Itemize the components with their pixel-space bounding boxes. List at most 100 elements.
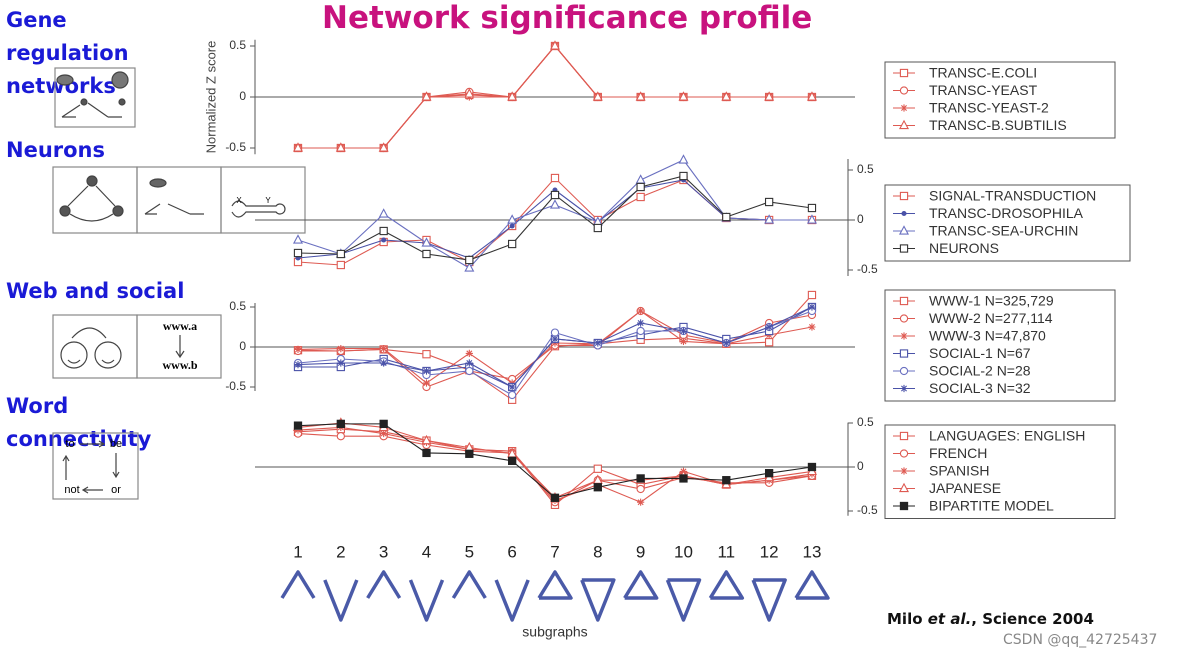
x-tick-label: 2: [336, 542, 345, 561]
subgraph-glyph: [794, 570, 830, 600]
marker: [507, 214, 518, 224]
marker: [294, 361, 302, 369]
y-tick-label: 0.5: [229, 299, 246, 313]
marker: [335, 142, 346, 152]
marker: [507, 456, 517, 465]
legend-marker: [899, 244, 909, 253]
section-heading: Word connectivity: [6, 394, 152, 451]
marker: [507, 239, 517, 249]
legend-label: TRANSC-SEA-URCHIN: [929, 223, 1078, 239]
legend-marker: [899, 349, 909, 358]
x-tick-label: 7: [550, 542, 559, 561]
legend-box: [884, 424, 1116, 519]
y-tick-label: -0.5: [225, 140, 246, 154]
marker: [549, 199, 560, 209]
marker: [337, 345, 345, 353]
marker: [381, 237, 387, 243]
marker: [550, 190, 560, 200]
x-tick-label: 5: [465, 542, 474, 561]
marker: [464, 88, 475, 98]
legend-marker: [899, 68, 909, 78]
subgraph-glyph: [323, 579, 359, 622]
subgraph-glyph: [537, 570, 573, 600]
subgraph-glyph: [580, 578, 616, 622]
legend-label: SOCIAL-2 N=28: [929, 363, 1031, 379]
legend-marker: [899, 191, 909, 201]
series-line: [297, 433, 813, 503]
icon-neurons: [52, 166, 306, 234]
y-axis-label: Normalized Z score: [203, 41, 218, 154]
marker: [422, 249, 431, 259]
marker: [549, 40, 560, 50]
marker: [807, 203, 817, 213]
marker: [721, 91, 732, 101]
marker: [293, 248, 303, 258]
marker: [465, 366, 474, 376]
watermark: CSDN @qq_42725437: [1003, 632, 1158, 648]
marker: [421, 91, 432, 101]
legend-marker: [900, 332, 908, 340]
marker: [421, 434, 432, 445]
marker: [592, 91, 603, 101]
legend-label: TRANSC-YEAST: [929, 82, 1038, 98]
marker: [292, 142, 304, 152]
legend-box: [884, 61, 1116, 139]
legend-marker: [898, 482, 910, 493]
marker: [422, 448, 431, 458]
legend-box: [884, 289, 1116, 402]
marker: [508, 383, 516, 391]
legend-label: JAPANESE: [929, 480, 1001, 496]
marker: [807, 290, 817, 300]
x-axis-label: subgraphs: [522, 624, 587, 640]
legend-marker: [899, 296, 909, 306]
y-tick-label: 0: [857, 459, 864, 473]
legend-label: SIGNAL-TRANSDUCTION: [929, 188, 1096, 204]
citation-etal: et al.: [927, 610, 972, 628]
marker: [380, 429, 388, 438]
marker: [679, 171, 688, 181]
marker: [722, 476, 731, 485]
series-line: [297, 426, 813, 503]
x-tick-label: 4: [422, 542, 431, 561]
citation: Milo et al., Science 2004: [887, 610, 1094, 628]
marker: [594, 339, 602, 347]
marker: [293, 421, 303, 430]
marker: [508, 390, 517, 400]
x-tick-label: 12: [760, 542, 779, 561]
series-line: [297, 422, 813, 499]
legend-label: FRENCH: [929, 445, 987, 461]
marker: [637, 307, 645, 315]
marker: [808, 323, 816, 331]
marker: [593, 223, 602, 233]
marker: [765, 323, 773, 331]
subgraph-glyph: [408, 579, 445, 622]
marker: [806, 214, 817, 224]
marker: [636, 484, 645, 494]
marker: [422, 350, 431, 359]
icon-label: to: [65, 438, 74, 450]
legend-marker: [898, 119, 910, 130]
legend-label: NEURONS: [929, 240, 999, 256]
marker: [379, 419, 388, 429]
marker: [465, 349, 473, 357]
legend-label: WWW-1 N=325,729: [929, 293, 1054, 309]
marker: [294, 345, 302, 353]
marker: [635, 91, 646, 101]
legend-marker: [899, 86, 909, 95]
subgraph-glyph: [665, 578, 702, 622]
legend-marker: [901, 210, 907, 217]
legend-marker: [900, 467, 908, 475]
legend-label: TRANSC-YEAST-2: [929, 100, 1049, 116]
y-tick-label: 0: [239, 339, 246, 353]
marker: [465, 255, 474, 265]
marker: [551, 335, 559, 343]
x-tick-label: 11: [717, 542, 735, 561]
marker: [465, 449, 474, 458]
marker: [678, 91, 689, 101]
icon-word: [52, 432, 139, 500]
marker: [422, 367, 431, 375]
legend-marker: [899, 314, 909, 323]
marker: [336, 249, 345, 259]
marker: [722, 339, 730, 347]
